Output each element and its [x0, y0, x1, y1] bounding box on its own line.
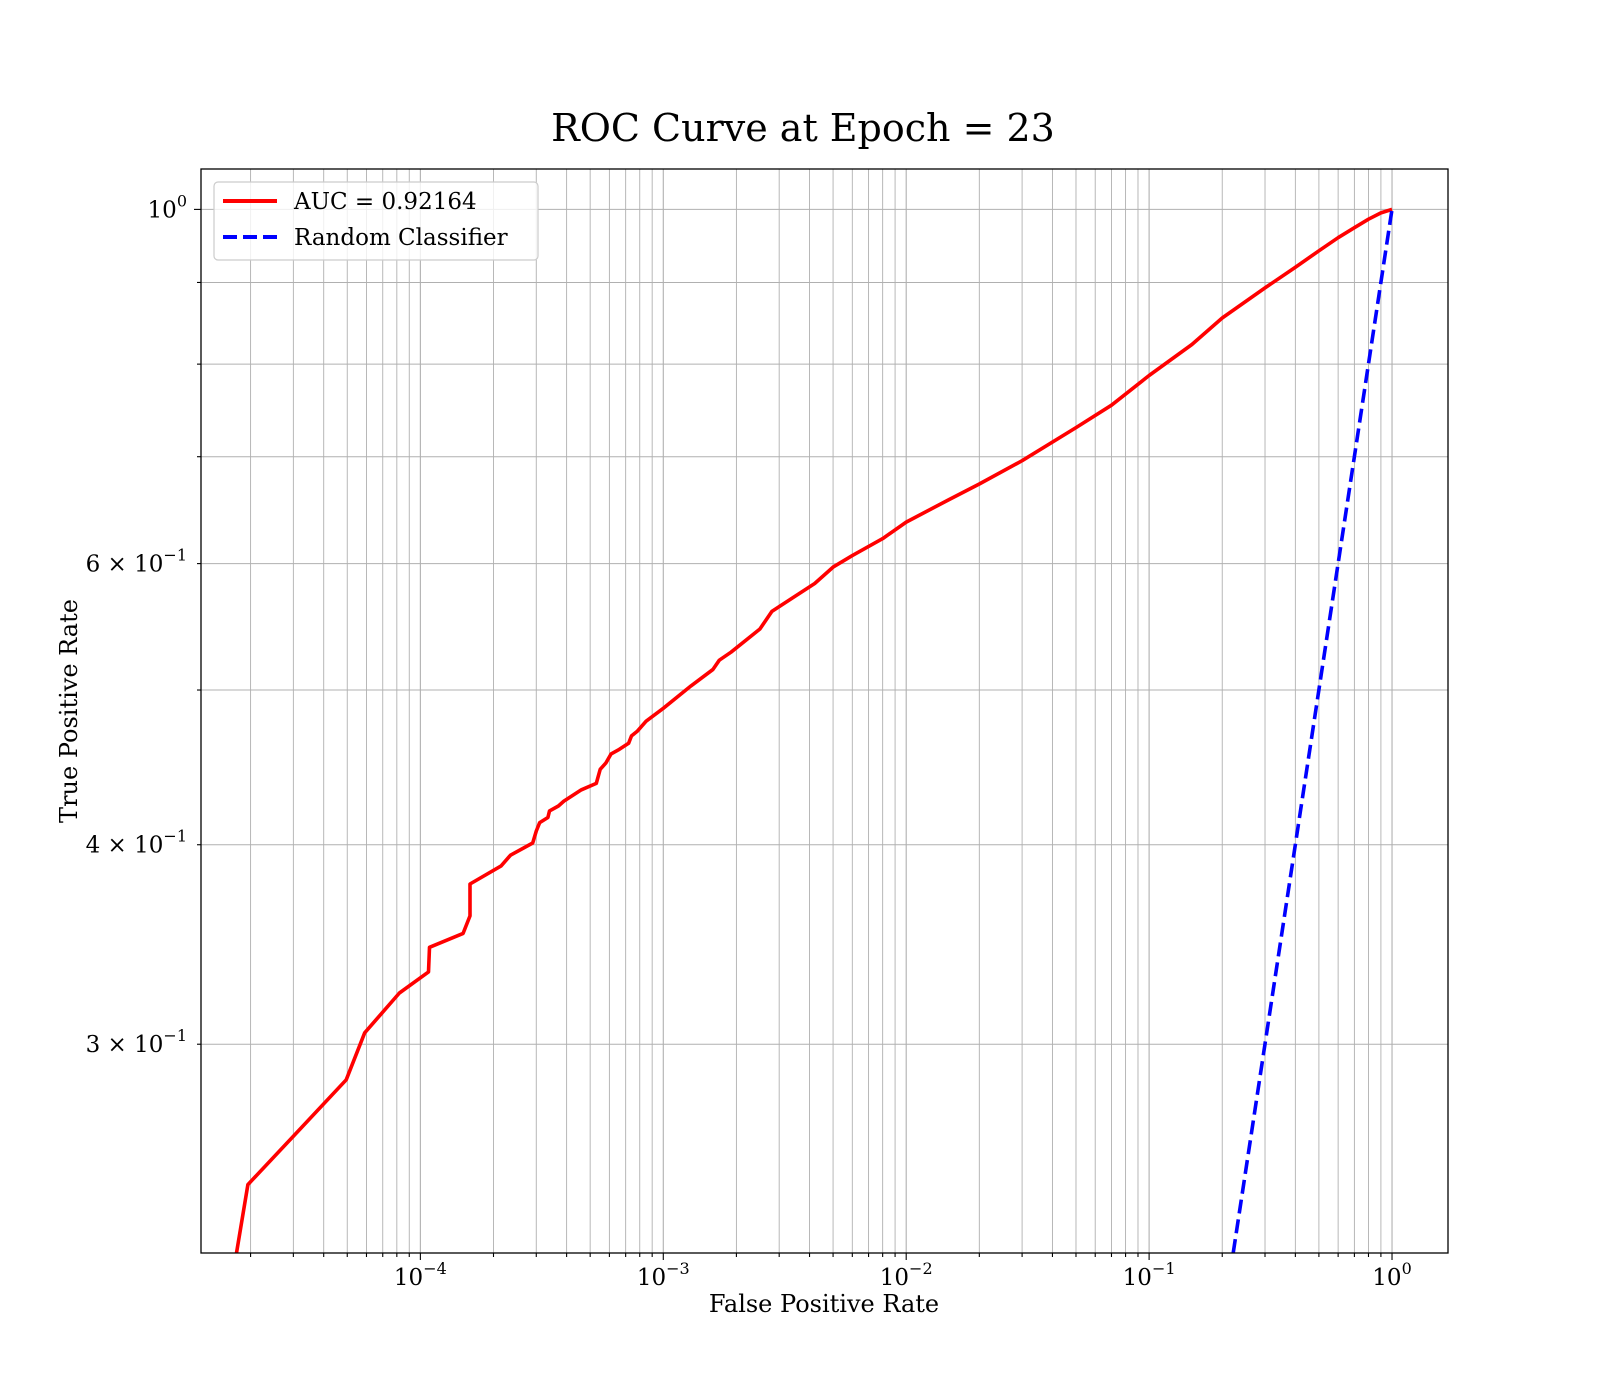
y-tick-label: 100: [148, 191, 187, 223]
x-tick-label: 10−2: [880, 1259, 933, 1291]
legend-label-auc: AUC = 0.92164: [293, 189, 477, 215]
y-tick-label: 6 × 10−1: [86, 546, 187, 578]
series-area: [234, 207, 1394, 1253]
legend: AUC = 0.92164 Random Classifier: [213, 181, 539, 261]
x-tick-label: 100: [1372, 1259, 1411, 1291]
grid: [201, 169, 1448, 1253]
y-tick-label: 3 × 10−1: [86, 1026, 187, 1058]
roc-curve-line: [234, 207, 1393, 1253]
x-axis-label: False Positive Rate: [709, 1290, 939, 1318]
x-tick-label: 10−3: [637, 1259, 690, 1291]
x-tick-label: 10−1: [1123, 1259, 1176, 1291]
x-tick-label: 10−4: [394, 1259, 447, 1291]
y-axis-label: True Positive Rate: [55, 599, 83, 823]
legend-label-random: Random Classifier: [294, 225, 508, 251]
legend-box: [213, 181, 539, 261]
plot-frame: [200, 168, 1449, 1254]
chart-title: ROC Curve at Epoch = 23: [551, 106, 1055, 150]
y-tick-label: 4 × 10−1: [86, 827, 187, 859]
y-axis-ticks: 100 6 × 10−1 4 × 10−1 3 × 10−1: [86, 191, 201, 1058]
x-axis-ticks: 10−4 10−3 10−2 10−1 100: [250, 1253, 1412, 1291]
random-classifier-line: [1231, 209, 1394, 1253]
